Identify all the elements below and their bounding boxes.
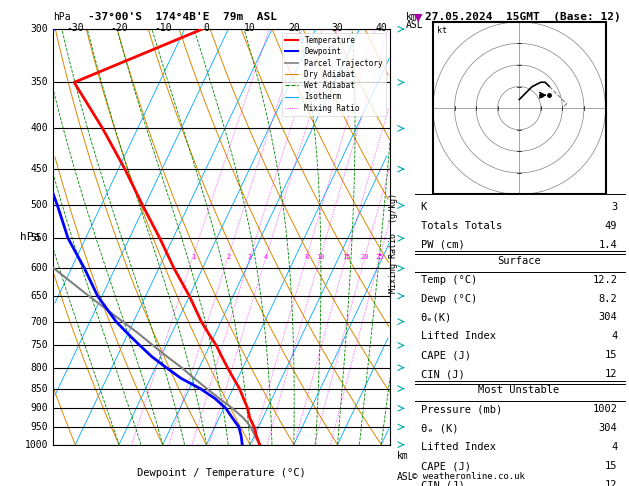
Text: 350: 350 bbox=[31, 77, 48, 87]
Text: K: K bbox=[421, 202, 427, 212]
Text: CAPE (J): CAPE (J) bbox=[421, 461, 470, 471]
Text: km: km bbox=[397, 451, 409, 461]
Text: Pressure (mb): Pressure (mb) bbox=[421, 404, 502, 415]
Text: 500: 500 bbox=[31, 200, 48, 210]
Text: 12: 12 bbox=[605, 480, 617, 486]
Text: 30: 30 bbox=[331, 23, 343, 33]
Text: ASL: ASL bbox=[397, 472, 415, 482]
Text: Surface: Surface bbox=[497, 256, 541, 266]
Text: 1002: 1002 bbox=[593, 404, 617, 415]
Text: 400: 400 bbox=[31, 123, 48, 134]
Text: 3: 3 bbox=[611, 202, 617, 212]
Text: LCL: LCL bbox=[397, 425, 413, 434]
Text: 4: 4 bbox=[264, 254, 268, 260]
Text: 27.05.2024  15GMT  (Base: 12): 27.05.2024 15GMT (Base: 12) bbox=[425, 12, 620, 22]
Text: 49: 49 bbox=[605, 221, 617, 231]
Text: 10: 10 bbox=[244, 23, 256, 33]
Text: 600: 600 bbox=[31, 263, 48, 274]
Text: ▼: ▼ bbox=[414, 12, 423, 22]
Text: 300: 300 bbox=[31, 24, 48, 34]
Text: Totals Totals: Totals Totals bbox=[421, 221, 502, 231]
Text: Mixing Ratio  (g/kg): Mixing Ratio (g/kg) bbox=[389, 193, 398, 293]
Text: CAPE (J): CAPE (J) bbox=[421, 350, 470, 361]
Text: Dewp (°C): Dewp (°C) bbox=[421, 294, 477, 304]
Text: Lifted Index: Lifted Index bbox=[421, 331, 496, 342]
Text: 550: 550 bbox=[31, 233, 48, 243]
Text: -6: -6 bbox=[397, 161, 408, 171]
Text: 3: 3 bbox=[248, 254, 252, 260]
Legend: Temperature, Dewpoint, Parcel Trajectory, Dry Adiabat, Wet Adiabat, Isotherm, Mi: Temperature, Dewpoint, Parcel Trajectory… bbox=[282, 33, 386, 116]
Text: 20: 20 bbox=[288, 23, 299, 33]
Text: Temp (°C): Temp (°C) bbox=[421, 275, 477, 285]
Text: 15: 15 bbox=[605, 461, 617, 471]
Text: © weatheronline.co.uk: © weatheronline.co.uk bbox=[412, 472, 525, 481]
Text: 8: 8 bbox=[304, 254, 309, 260]
Text: 12.2: 12.2 bbox=[593, 275, 617, 285]
Text: -37°00'S  174°4B'E  79m  ASL: -37°00'S 174°4B'E 79m ASL bbox=[88, 12, 277, 22]
Text: 2: 2 bbox=[226, 254, 230, 260]
Text: 700: 700 bbox=[31, 316, 48, 327]
Text: 15: 15 bbox=[342, 254, 350, 260]
Text: kt: kt bbox=[437, 26, 447, 35]
Text: 1000: 1000 bbox=[25, 440, 48, 450]
Text: θₑ(K): θₑ(K) bbox=[421, 312, 452, 323]
Text: 4: 4 bbox=[611, 442, 617, 452]
Text: 15: 15 bbox=[605, 350, 617, 361]
Text: PW (cm): PW (cm) bbox=[421, 240, 464, 250]
Text: CIN (J): CIN (J) bbox=[421, 480, 464, 486]
Text: 0: 0 bbox=[204, 23, 209, 33]
Text: hPa: hPa bbox=[53, 12, 71, 22]
Text: 20: 20 bbox=[360, 254, 369, 260]
Text: 950: 950 bbox=[31, 422, 48, 432]
Text: hPa: hPa bbox=[19, 232, 40, 242]
Text: -4: -4 bbox=[397, 237, 408, 246]
Text: -7: -7 bbox=[397, 124, 408, 133]
Text: 1.4: 1.4 bbox=[599, 240, 617, 250]
Text: 850: 850 bbox=[31, 383, 48, 394]
Text: -20: -20 bbox=[110, 23, 128, 33]
Text: Most Unstable: Most Unstable bbox=[478, 385, 560, 396]
Text: 900: 900 bbox=[31, 403, 48, 413]
Text: -5: -5 bbox=[397, 198, 408, 207]
Text: CIN (J): CIN (J) bbox=[421, 369, 464, 380]
Text: -10: -10 bbox=[154, 23, 172, 33]
Text: Lifted Index: Lifted Index bbox=[421, 442, 496, 452]
Text: 450: 450 bbox=[31, 164, 48, 174]
Text: θₑ (K): θₑ (K) bbox=[421, 423, 458, 434]
Text: -8: -8 bbox=[397, 86, 408, 95]
Text: -30: -30 bbox=[67, 23, 84, 33]
Text: 8.2: 8.2 bbox=[599, 294, 617, 304]
Text: 10: 10 bbox=[316, 254, 325, 260]
Text: -1: -1 bbox=[397, 362, 408, 371]
Text: -2: -2 bbox=[397, 319, 408, 328]
Text: 800: 800 bbox=[31, 363, 48, 373]
Text: 1: 1 bbox=[191, 254, 195, 260]
Text: 304: 304 bbox=[599, 312, 617, 323]
Text: 25: 25 bbox=[376, 254, 384, 260]
Text: Dewpoint / Temperature (°C): Dewpoint / Temperature (°C) bbox=[137, 468, 306, 478]
Text: km: km bbox=[406, 12, 418, 22]
Text: -3: -3 bbox=[397, 278, 408, 287]
Text: 40: 40 bbox=[376, 23, 387, 33]
Text: 750: 750 bbox=[31, 340, 48, 350]
Text: 650: 650 bbox=[31, 291, 48, 301]
Text: 304: 304 bbox=[599, 423, 617, 434]
Text: 4: 4 bbox=[611, 331, 617, 342]
Text: 12: 12 bbox=[605, 369, 617, 380]
Text: ASL: ASL bbox=[406, 20, 423, 31]
